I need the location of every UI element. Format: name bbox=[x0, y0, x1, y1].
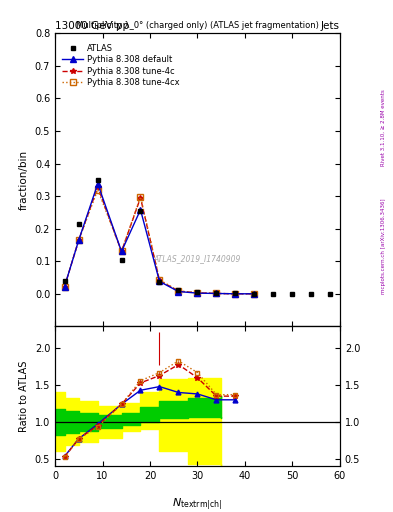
Pythia 8.308 tune-4cx bbox=[95, 186, 100, 193]
Y-axis label: fraction/bin: fraction/bin bbox=[19, 150, 29, 210]
Pythia 8.308 tune-4c bbox=[214, 290, 219, 296]
ATLAS bbox=[157, 280, 162, 286]
Pythia 8.308 tune-4c bbox=[176, 288, 181, 294]
Pythia 8.308 default bbox=[119, 248, 124, 254]
ATLAS bbox=[95, 177, 100, 183]
Pythia 8.308 tune-4cx bbox=[157, 276, 162, 283]
Pythia 8.308 default bbox=[95, 181, 100, 187]
Pythia 8.308 tune-4c bbox=[252, 291, 257, 297]
Pythia 8.308 tune-4c bbox=[157, 278, 162, 284]
ATLAS bbox=[233, 290, 238, 296]
Text: 13000 GeV pp: 13000 GeV pp bbox=[55, 21, 129, 31]
Pythia 8.308 default bbox=[214, 290, 219, 296]
ATLAS bbox=[309, 291, 314, 297]
Pythia 8.308 default bbox=[176, 288, 181, 294]
Pythia 8.308 default bbox=[233, 291, 238, 297]
Pythia 8.308 tune-4c bbox=[95, 184, 100, 190]
Pythia 8.308 default bbox=[76, 237, 81, 243]
Pythia 8.308 default bbox=[252, 291, 257, 297]
ATLAS bbox=[328, 291, 333, 297]
Pythia 8.308 tune-4cx bbox=[138, 194, 143, 200]
ATLAS bbox=[119, 257, 124, 263]
Pythia 8.308 tune-4c bbox=[233, 291, 238, 297]
ATLAS bbox=[76, 221, 81, 227]
Text: Multiplicity λ_0° (charged only) (ATLAS jet fragmentation): Multiplicity λ_0° (charged only) (ATLAS … bbox=[76, 22, 319, 30]
Pythia 8.308 tune-4cx bbox=[214, 290, 219, 296]
Pythia 8.308 tune-4c bbox=[76, 237, 81, 243]
Line: ATLAS: ATLAS bbox=[62, 178, 333, 296]
Line: Pythia 8.308 tune-4cx: Pythia 8.308 tune-4cx bbox=[62, 187, 257, 296]
ATLAS bbox=[271, 291, 276, 297]
Pythia 8.308 tune-4cx bbox=[76, 237, 81, 243]
Line: Pythia 8.308 default: Pythia 8.308 default bbox=[62, 181, 257, 296]
Pythia 8.308 tune-4c bbox=[62, 284, 67, 290]
Pythia 8.308 tune-4c bbox=[138, 195, 143, 201]
ATLAS bbox=[62, 279, 67, 285]
Text: $N_{\rm{textrm}|\rm{ch}|}$: $N_{\rm{textrm}|\rm{ch}|}$ bbox=[173, 497, 222, 512]
Legend: ATLAS, Pythia 8.308 default, Pythia 8.308 tune-4c, Pythia 8.308 tune-4cx: ATLAS, Pythia 8.308 default, Pythia 8.30… bbox=[61, 42, 181, 89]
ATLAS bbox=[214, 290, 219, 296]
ATLAS bbox=[290, 291, 295, 297]
Pythia 8.308 tune-4cx bbox=[119, 248, 124, 254]
Pythia 8.308 tune-4c bbox=[195, 290, 200, 296]
Pythia 8.308 tune-4cx bbox=[176, 288, 181, 294]
Pythia 8.308 default bbox=[157, 279, 162, 285]
Y-axis label: Ratio to ATLAS: Ratio to ATLAS bbox=[19, 360, 29, 432]
Text: Rivet 3.1.10, ≥ 2.8M events: Rivet 3.1.10, ≥ 2.8M events bbox=[381, 90, 386, 166]
Pythia 8.308 tune-4cx bbox=[252, 291, 257, 297]
Pythia 8.308 tune-4cx bbox=[233, 291, 238, 297]
Pythia 8.308 tune-4cx bbox=[195, 290, 200, 296]
ATLAS bbox=[195, 289, 200, 295]
ATLAS bbox=[138, 208, 143, 214]
Text: mcplots.cern.ch [arXiv:1306.3436]: mcplots.cern.ch [arXiv:1306.3436] bbox=[381, 198, 386, 293]
Line: Pythia 8.308 tune-4c: Pythia 8.308 tune-4c bbox=[62, 184, 257, 296]
Text: Jets: Jets bbox=[321, 21, 340, 31]
Pythia 8.308 tune-4c bbox=[119, 248, 124, 254]
Pythia 8.308 default bbox=[195, 290, 200, 296]
Pythia 8.308 default bbox=[138, 207, 143, 213]
ATLAS bbox=[176, 287, 181, 293]
Pythia 8.308 tune-4cx bbox=[62, 284, 67, 290]
Text: ATLAS_2019_I1740909: ATLAS_2019_I1740909 bbox=[154, 254, 241, 264]
Pythia 8.308 default bbox=[62, 284, 67, 290]
ATLAS bbox=[252, 291, 257, 297]
